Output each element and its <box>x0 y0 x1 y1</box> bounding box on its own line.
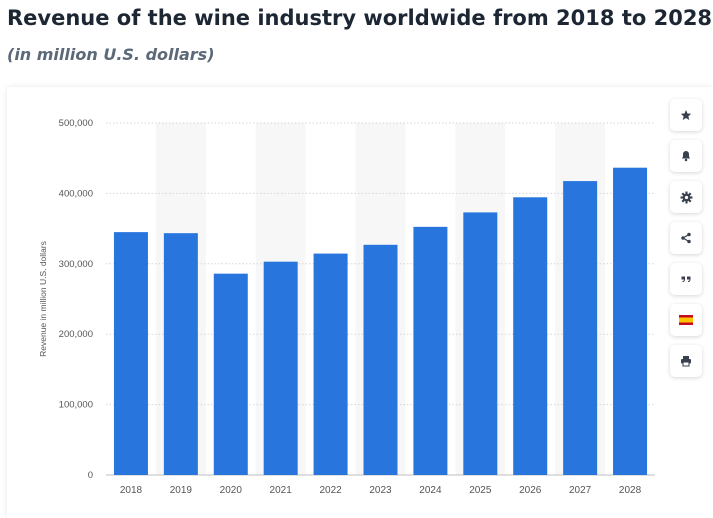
gear-icon <box>680 191 692 203</box>
x-tick-label: 2023 <box>369 485 392 496</box>
bar <box>513 197 548 475</box>
bell-icon <box>682 151 690 162</box>
bar <box>313 253 348 475</box>
y-tick-label: 300,000 <box>59 259 93 270</box>
bar <box>363 244 398 475</box>
x-tick-label: 2024 <box>419 485 442 496</box>
x-tick-label: 2026 <box>519 485 542 496</box>
chart-bars <box>113 167 648 475</box>
bar <box>463 212 498 475</box>
bar <box>563 181 598 475</box>
x-axis-ticks: 2018 2019 2020 2021 2022 2023 2024 2025 2026 2027… <box>120 485 642 496</box>
y-tick-label: 400,000 <box>59 188 93 199</box>
notification-button[interactable] <box>670 140 702 172</box>
y-tick-label: 0 <box>88 470 93 481</box>
x-tick-label: 2020 <box>220 485 243 496</box>
language-button[interactable] <box>670 304 702 336</box>
y-axis-ticks: 0 100,000 200,000 300,000 400,000 500,000 <box>59 118 93 481</box>
y-tick-label: 500,000 <box>59 118 93 129</box>
bar-chart: 0 100,000 200,000 300,000 400,000 500,000 201… <box>38 118 655 496</box>
bar <box>263 261 298 475</box>
x-tick-label: 2019 <box>170 485 193 496</box>
x-tick-label: 2028 <box>619 485 642 496</box>
y-tick-label: 100,000 <box>59 400 93 411</box>
bar <box>413 226 448 475</box>
bar <box>213 273 248 475</box>
print-icon <box>681 356 691 367</box>
y-axis-label: Revenue in million U.S. dollars <box>38 241 48 357</box>
page-title: Revenue of the wine industry worldwide f… <box>7 6 713 30</box>
settings-button[interactable] <box>670 181 702 213</box>
spain-flag-icon <box>679 315 693 325</box>
y-tick-label: 200,000 <box>59 329 93 340</box>
bar <box>613 167 648 475</box>
star-icon <box>680 110 692 120</box>
quote-icon <box>681 276 691 282</box>
share-button[interactable] <box>670 222 702 254</box>
x-tick-label: 2027 <box>569 485 592 496</box>
favorite-button[interactable] <box>670 99 702 131</box>
bar <box>113 232 148 475</box>
x-tick-label: 2021 <box>270 485 293 496</box>
x-tick-label: 2022 <box>319 485 342 496</box>
share-icon <box>681 232 691 244</box>
chart-card: 0 100,000 200,000 300,000 400,000 500,000 201… <box>7 87 713 518</box>
page-subtitle: (in million U.S. dollars) <box>7 45 215 64</box>
cite-button[interactable] <box>670 263 702 295</box>
x-tick-label: 2025 <box>469 485 492 496</box>
x-tick-label: 2018 <box>120 485 143 496</box>
bar <box>163 233 198 475</box>
print-button[interactable] <box>670 345 702 377</box>
